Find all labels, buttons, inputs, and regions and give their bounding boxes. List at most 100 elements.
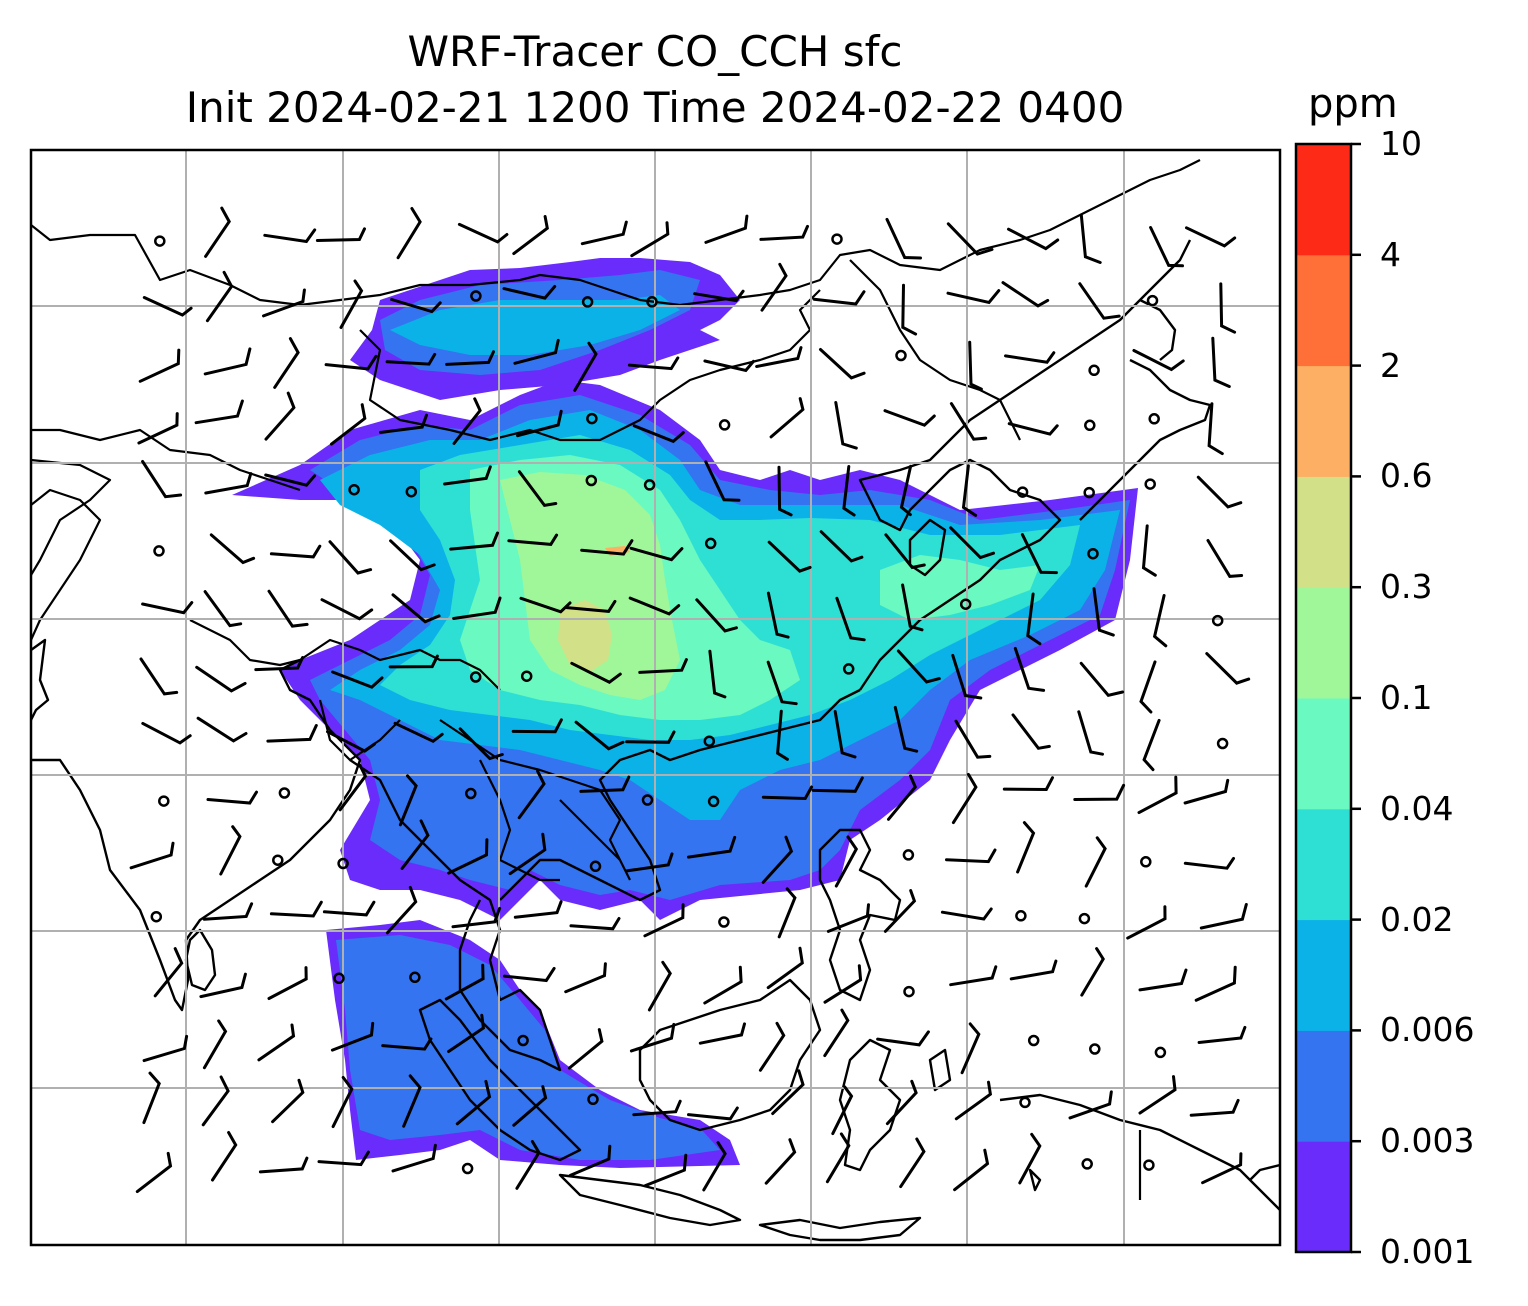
wind-barb	[385, 352, 437, 366]
wind-barb	[331, 670, 384, 689]
calm-wind-marker	[581, 296, 594, 308]
colorbar-tick-label: 2	[1380, 345, 1401, 385]
wind-barb	[142, 296, 193, 317]
wind-barb	[205, 270, 234, 323]
colorbar-tick-label: 0.02	[1380, 899, 1454, 939]
wind-barb	[896, 649, 941, 684]
calm-wind-marker	[1016, 486, 1029, 498]
calm-wind-marker	[1211, 614, 1224, 627]
wind-barb	[628, 596, 681, 616]
calm-wind-marker	[520, 670, 533, 682]
wind-barb	[823, 1008, 850, 1058]
coastline-philippines	[818, 828, 902, 1002]
wind-barb	[519, 596, 572, 614]
wind-barb	[269, 900, 323, 918]
wind-barb	[257, 1023, 296, 1062]
wind-barb	[968, 340, 983, 391]
coastline-small-islands	[758, 1048, 1042, 1242]
wind-barb	[568, 1144, 612, 1177]
calm-wind-marker	[158, 795, 170, 807]
wind-barb	[1009, 959, 1058, 981]
colorbar-segment	[1296, 365, 1351, 477]
calm-wind-marker	[1084, 419, 1096, 432]
calm-wind-marker	[718, 419, 731, 431]
wind-barb	[1206, 539, 1244, 578]
calm-wind-marker	[517, 1034, 529, 1047]
calm-wind-marker	[1216, 737, 1229, 750]
wind-barb	[206, 790, 258, 805]
wind-barb	[702, 1141, 727, 1192]
wind-barb	[511, 718, 563, 734]
wind-barb	[767, 540, 812, 573]
wind-barb	[129, 841, 175, 870]
wind-barb	[776, 709, 789, 761]
wind-barb	[153, 947, 184, 998]
colorbar-segment	[1296, 698, 1351, 810]
calm-wind-marker	[831, 233, 843, 245]
map-plot-area	[31, 150, 1280, 1245]
calm-wind-marker	[1154, 1046, 1167, 1059]
coastline-sulawesi	[838, 1038, 902, 1172]
wind-barb	[142, 1034, 189, 1063]
wind-barb	[833, 710, 857, 759]
wind-barb	[1007, 227, 1060, 251]
calm-wind-marker	[1083, 486, 1095, 499]
wind-barb	[570, 661, 622, 684]
colorbar-tick-label: 0.006	[1380, 1010, 1475, 1050]
wind-barb	[457, 222, 509, 244]
wind-barb	[1011, 713, 1051, 750]
wind-barb	[339, 279, 364, 329]
calm-wind-marker	[959, 598, 972, 610]
wind-barb	[338, 763, 368, 812]
wind-barb	[1194, 965, 1237, 1002]
calm-wind-marker	[1027, 1034, 1040, 1047]
wind-barb	[331, 1076, 354, 1129]
wind-barb	[567, 1028, 604, 1070]
wind-barb	[326, 730, 376, 753]
wind-barb	[204, 206, 231, 258]
wind-barb	[445, 350, 495, 366]
wind-barb	[269, 544, 322, 559]
calm-wind-marker	[718, 916, 730, 928]
wind-barb	[761, 785, 814, 801]
wind-barb	[899, 464, 913, 517]
wind-barb	[393, 721, 444, 744]
wind-barb	[508, 832, 547, 876]
wind-barb	[1149, 226, 1184, 268]
wind-barb	[826, 903, 870, 933]
wind-barb	[687, 1106, 739, 1121]
colorbar-tick-label: 0.3	[1380, 567, 1433, 607]
wind-barb	[823, 964, 863, 1004]
wind-barb	[203, 347, 252, 376]
wind-barb	[580, 220, 628, 246]
wind-barbs	[129, 206, 1251, 1194]
coastline-java	[558, 1173, 742, 1227]
calm-wind-marker	[643, 479, 656, 491]
wind-barb	[643, 903, 685, 938]
wind-barb	[1137, 775, 1178, 815]
wind-barb	[1197, 1025, 1247, 1044]
wind-barb	[391, 1143, 437, 1173]
wind-barb	[271, 1078, 305, 1124]
wind-barb	[831, 1085, 854, 1136]
wind-barb	[704, 460, 741, 502]
wind-barb	[625, 730, 676, 744]
wind-barb	[1196, 475, 1243, 509]
wind-barb	[940, 907, 993, 921]
wind-barb	[949, 402, 988, 441]
wind-barb	[811, 776, 864, 793]
wind-barb	[1001, 281, 1050, 308]
wind-barb	[400, 819, 430, 870]
wind-barb	[949, 526, 995, 560]
wind-barb	[396, 207, 422, 260]
wind-barb	[273, 337, 300, 389]
wind-barb	[1185, 226, 1237, 248]
colorbar-tick-label: 0.04	[1380, 788, 1454, 828]
wind-barb	[693, 289, 745, 303]
wind-barb	[764, 1138, 797, 1185]
wind-barb	[452, 596, 502, 620]
wind-barb	[209, 533, 256, 565]
wind-barb	[330, 1021, 375, 1052]
wind-barb	[1152, 594, 1168, 648]
